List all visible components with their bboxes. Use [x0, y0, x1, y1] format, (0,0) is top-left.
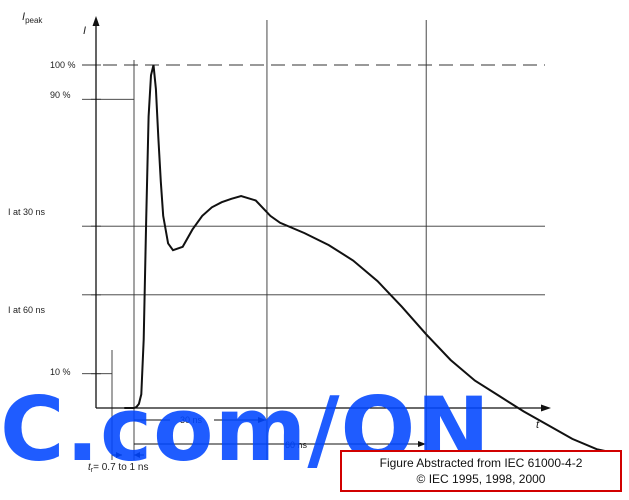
tick-label-30ns: I at 30 ns [8, 207, 46, 217]
tick-label-10: 10 % [50, 367, 71, 377]
tick-label-60ns: I at 60 ns [8, 305, 46, 315]
rise-time-label: tr= 0.7 to 1 ns [88, 462, 148, 474]
span-30ns-label: 30 ns [180, 415, 203, 425]
reference-lines [82, 20, 545, 460]
dimension-30ns: 30 ns [134, 413, 266, 425]
tick-label-90: 90 % [50, 90, 71, 100]
x-axis-label: t [536, 419, 540, 431]
tick-label-100: 100 % [50, 60, 76, 70]
figure-credit-box: Figure Abstracted from IEC 61000-4-2 © I… [340, 450, 622, 492]
credit-line-1: Figure Abstracted from IEC 61000-4-2 [379, 456, 583, 470]
y-axis-peak-label: Ipeak [22, 11, 43, 25]
y-axis-arrow [92, 16, 100, 26]
y-axis-label: I [83, 25, 86, 37]
rise-time-annotation: tr= 0.7 to 1 ns [88, 452, 148, 474]
span-60ns-label: 60 ns [285, 440, 308, 450]
credit-line-2: © IEC 1995, 1998, 2000 [416, 472, 546, 486]
x-axis-arrow [541, 404, 551, 412]
current-waveform-line [124, 64, 622, 456]
dimension-60ns: 60 ns [134, 440, 426, 450]
